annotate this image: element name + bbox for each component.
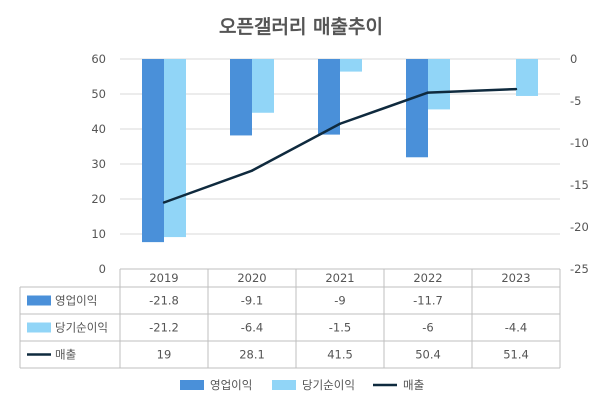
table-series-name: 영업이익 [55, 294, 97, 308]
table-series-name: 당기순이익 [55, 321, 108, 335]
table-cell: -11.7 [413, 294, 443, 308]
table-cell: 19 [157, 348, 172, 362]
legend-label: 매출 [403, 378, 424, 392]
bar-당기순이익 [340, 59, 362, 72]
legend-label: 당기순이익 [302, 378, 355, 392]
chart-title: 오픈갤러리 매출추이 [219, 16, 383, 38]
bar-당기순이익 [164, 59, 186, 238]
legend: 영업이익 당기순이익 매출 [180, 378, 424, 392]
line-point [250, 169, 254, 172]
category-label: 2023 [501, 271, 530, 285]
bar-당기순이익 [428, 59, 450, 110]
left-tick-label: 50 [91, 87, 106, 101]
bar-당기순이익 [516, 59, 538, 96]
line-point [162, 201, 166, 204]
table-cell: -1.5 [329, 321, 351, 335]
line-point [338, 122, 342, 125]
right-tick-label: -15 [570, 178, 589, 192]
data-table: 2019 2020 2021 2022 2023 영업이익 -21.8 -9.1 -9 -11.7… [19, 268, 561, 369]
left-tick-label: 0 [99, 262, 106, 276]
line-point [514, 87, 518, 91]
table-series-name: 매출 [55, 348, 76, 362]
table-cell: 50.4 [415, 348, 441, 362]
legend-label: 영업이익 [210, 378, 252, 392]
table-cell: 51.4 [503, 348, 529, 362]
table-cell: -9 [334, 294, 345, 308]
table-cell: -6.4 [241, 321, 263, 335]
table-cell: -4.4 [505, 321, 527, 335]
category-label: 2020 [237, 271, 266, 285]
table-cell: 28.1 [239, 348, 265, 362]
bar-당기순이익 [252, 59, 274, 113]
table-cell: -21.2 [149, 321, 179, 335]
left-tick-label: 10 [91, 227, 106, 241]
revenue-line [162, 87, 518, 204]
left-axis-ticks: 0 10 20 30 40 50 60 [91, 52, 106, 276]
table-cell: -9.1 [241, 294, 263, 308]
right-tick-label: 0 [570, 52, 577, 66]
bar-영업이익 [318, 59, 340, 135]
category-label: 2019 [149, 271, 178, 285]
table-key-영업이익 [27, 295, 51, 306]
table-cell: 41.5 [327, 348, 353, 362]
table-key-당기순이익 [27, 322, 51, 333]
right-tick-label: -5 [570, 94, 581, 108]
legend-key-당기순이익 [272, 380, 296, 390]
left-tick-label: 20 [91, 192, 106, 206]
bar-영업이익 [230, 59, 252, 136]
bar-영업이익 [406, 59, 428, 158]
right-tick-label: -10 [570, 136, 589, 150]
right-tick-label: -25 [570, 262, 589, 276]
table-cell: -6 [422, 321, 433, 335]
left-tick-label: 40 [91, 122, 106, 136]
category-label: 2021 [325, 271, 354, 285]
right-tick-label: -20 [570, 220, 589, 234]
bar-영업이익 [142, 59, 164, 243]
left-tick-label: 60 [91, 52, 106, 66]
left-tick-label: 30 [91, 157, 106, 171]
right-axis-ticks: 0 -5 -10 -15 -20 -25 [570, 52, 589, 276]
bars [142, 59, 538, 243]
table-cell: -21.8 [149, 294, 179, 308]
legend-key-영업이익 [180, 380, 204, 390]
category-label: 2022 [413, 271, 442, 285]
line-point [426, 91, 430, 94]
